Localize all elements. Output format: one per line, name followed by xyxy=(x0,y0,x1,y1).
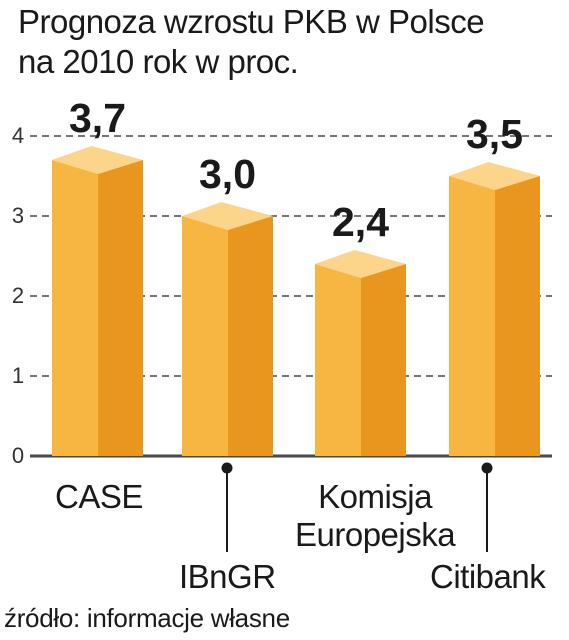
category-label: Citibank xyxy=(430,558,546,595)
chart-title: Prognoza wzrostu PKB w Polsce na 2010 ro… xyxy=(18,2,485,82)
bar-front-face xyxy=(52,160,98,456)
bar-top-face xyxy=(182,202,273,230)
y-tick-label: 4 xyxy=(12,123,24,148)
bar xyxy=(182,202,273,456)
bar xyxy=(52,146,143,456)
y-tick-label: 2 xyxy=(12,283,24,308)
data-label: 3,7 xyxy=(69,95,126,141)
bar-chart: 0 1 2 3 4 3,7 3,0 2,4 3,5 xyxy=(12,95,552,552)
bar-side-face xyxy=(495,176,540,456)
y-tick-label: 1 xyxy=(12,363,24,388)
bar-front-face xyxy=(315,264,361,456)
title-line-1: Prognoza wzrostu PKB w Polsce xyxy=(18,3,485,40)
bar-front-face xyxy=(182,216,228,456)
data-label: 3,5 xyxy=(466,111,523,157)
bar-side-face xyxy=(98,160,143,456)
y-tick-label: 0 xyxy=(12,443,24,468)
bar-side-face xyxy=(228,216,273,456)
category-label: IBnGR xyxy=(179,558,276,595)
data-label: 3,0 xyxy=(199,151,256,197)
bar-top-face xyxy=(449,162,540,190)
source-note: źródło: informacje własne xyxy=(4,603,290,633)
bar xyxy=(449,162,540,456)
y-tick-label: 3 xyxy=(12,203,24,228)
bar-top-face xyxy=(52,146,143,174)
bar xyxy=(315,250,406,456)
title-line-2: na 2010 rok w proc. xyxy=(18,43,299,80)
bar-side-face xyxy=(361,264,406,456)
category-label: Komisja Europejska xyxy=(295,478,456,553)
category-label: CASE xyxy=(55,478,143,515)
bar-front-face xyxy=(449,176,495,456)
data-label: 2,4 xyxy=(332,199,389,245)
bar-top-face xyxy=(315,250,406,278)
